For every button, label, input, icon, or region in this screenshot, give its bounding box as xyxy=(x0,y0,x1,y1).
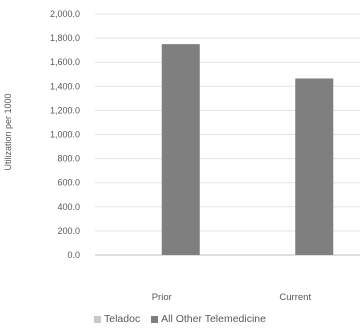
legend-item-teladoc: Teladoc xyxy=(94,313,140,325)
legend-label-teladoc: Teladoc xyxy=(104,313,141,325)
x-axis-categories: Prior Current xyxy=(152,292,312,303)
legend-label-all-other-telemedicine: All Other Telemedicine xyxy=(161,313,266,325)
x-category-label: Prior xyxy=(152,292,172,303)
y-tick-label: 1,800.0 xyxy=(50,33,80,43)
y-axis-title: Utilization per 1000 xyxy=(3,93,13,170)
y-tick-label: 2,000.0 xyxy=(50,9,80,19)
bar-all-other-telemedicine-prior xyxy=(161,44,200,255)
legend-swatch-teladoc xyxy=(94,315,101,323)
y-tick-label: 200.0 xyxy=(57,226,80,236)
legend: Teladoc All Other Telemedicine xyxy=(0,313,360,326)
y-tick-label: 1,600.0 xyxy=(50,57,80,67)
y-tick-label: 1,000.0 xyxy=(50,130,80,140)
y-tick-label: 800.0 xyxy=(57,154,80,164)
bar-all-other-telemedicine-current xyxy=(295,78,334,255)
bar-chart: 0.0 200.0 400.0 600.0 800.0 1,000.0 1,200.0 1,4… xyxy=(3,9,360,303)
y-axis-ticks: 0.0 200.0 400.0 600.0 800.0 1,000.0 1,200.0 1,4… xyxy=(50,9,80,260)
y-tick-label: 0.0 xyxy=(67,250,80,260)
x-category-label: Current xyxy=(279,292,311,303)
y-tick-label: 600.0 xyxy=(57,178,80,188)
y-tick-label: 1,400.0 xyxy=(50,81,80,91)
y-tick-label: 1,200.0 xyxy=(50,105,80,115)
bars xyxy=(161,44,334,255)
gridlines xyxy=(95,13,360,256)
legend-item-all-other-telemedicine: All Other Telemedicine xyxy=(151,313,266,325)
legend-swatch-all-other-telemedicine xyxy=(151,315,159,323)
y-tick-label: 400.0 xyxy=(57,202,80,212)
